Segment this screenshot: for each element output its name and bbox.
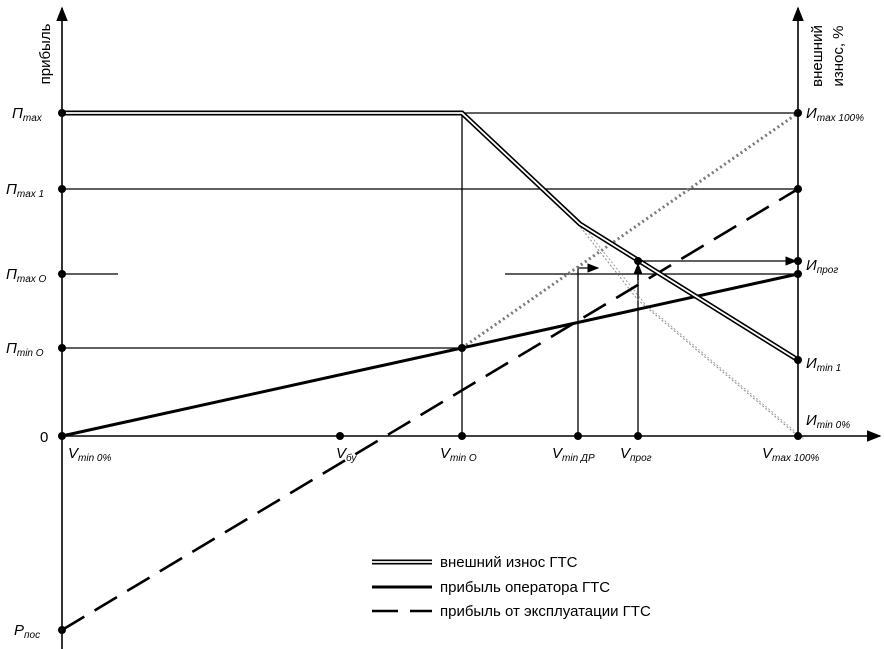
legend-label-operation-profit: прибыль от эксплуатации ГТС	[440, 603, 651, 620]
operator-profit-line	[61, 272, 799, 438]
label-v-mindr: Vmin ДР	[552, 445, 595, 464]
label-p-max1: Пmax 1	[6, 181, 44, 200]
vertical-droplines	[461, 113, 639, 436]
legend-item-dashed: прибыль от эксплуатации ГТС	[372, 603, 651, 620]
label-i-max: Иmax 100%	[806, 105, 864, 124]
label-v-minO: Vmin O	[440, 445, 477, 464]
legend-item-solid: прибыль оператора ГТС	[372, 579, 610, 596]
label-p-maxO: Пmax O	[6, 266, 47, 285]
wear-dotted-fall-lines	[577, 223, 805, 440]
label-i-min1: Иmin 1	[806, 355, 841, 374]
label-zero: 0	[40, 429, 48, 446]
legend-item-double: внешний износ ГТС	[372, 554, 578, 571]
legend-label-operator-profit: прибыль оператора ГТС	[440, 579, 610, 596]
right-axis-title-line1: внешний	[809, 25, 826, 87]
legend-label-wear: внешний износ ГТС	[440, 554, 578, 571]
external-wear-double-line	[62, 110, 800, 363]
label-v-min0: Vmin 0%	[68, 445, 111, 464]
label-p-minO: Пmin O	[6, 340, 44, 359]
label-v-max: Vmax 100%	[762, 445, 819, 464]
label-p-pos: Pпос	[14, 622, 40, 641]
label-p-max: Пmax	[12, 105, 43, 124]
left-axis-title: прибыль	[37, 23, 54, 84]
axes	[56, 6, 882, 649]
legend: внешний износ ГТС прибыль оператора ГТС …	[372, 554, 651, 620]
horizontal-gridlines	[62, 112, 798, 349]
label-i-min0: Иmin 0%	[806, 412, 850, 431]
label-v-prog: Vпрог	[620, 445, 652, 464]
key-points	[58, 109, 802, 634]
label-v-bu: Vбу	[336, 445, 357, 464]
wear-dotted-lines	[461, 111, 799, 350]
right-axis-title-line2: износ, %	[830, 25, 847, 86]
label-i-prog: Ипрог	[806, 257, 838, 276]
operation-profit-dashed-line	[61, 187, 799, 632]
